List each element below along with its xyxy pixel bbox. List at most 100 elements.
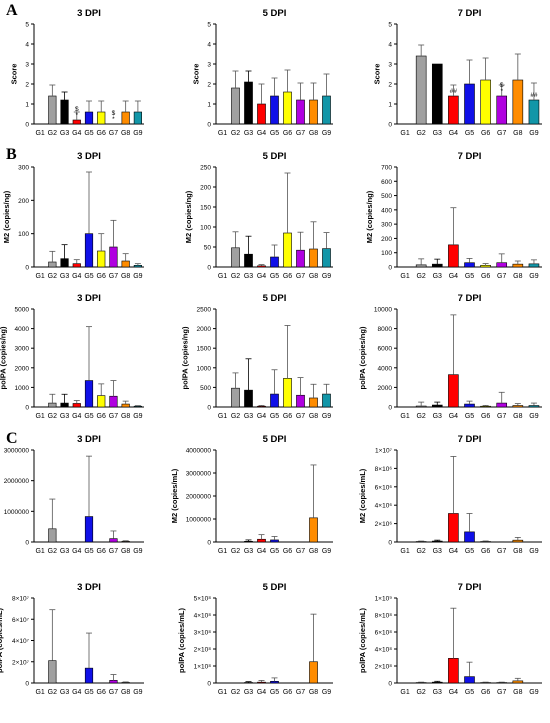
bar-g9 — [134, 112, 142, 124]
bar-g4 — [257, 539, 265, 542]
y-tick-label: 0 — [207, 405, 211, 412]
bar-g5 — [465, 404, 475, 407]
y-tick-label: 3000000 — [186, 471, 212, 478]
bar-g7 — [110, 247, 118, 267]
bar-g7 — [296, 100, 304, 124]
significance-marker: ## — [450, 88, 458, 95]
bar-g2 — [49, 529, 57, 542]
y-tick-label: 500 — [381, 193, 392, 200]
bar-g3 — [432, 682, 442, 683]
y-tick-label: 4 — [388, 42, 392, 49]
bar-g5 — [270, 681, 278, 683]
y-axis-label: Score — [191, 64, 200, 85]
x-tick-label: G2 — [48, 548, 57, 555]
x-tick-label: G4 — [72, 273, 81, 280]
y-tick-label: 6×10⁶ — [375, 484, 393, 491]
bar-g3 — [432, 264, 442, 267]
y-tick-label: 4×10⁷ — [12, 638, 30, 645]
chart-title: 3 DPI — [77, 8, 101, 19]
x-tick-label: G9 — [133, 413, 142, 420]
x-tick-label: G4 — [449, 548, 458, 555]
y-axis-label: M2 (copies/mL) — [170, 468, 179, 523]
x-tick-label: G5 — [465, 413, 474, 420]
x-tick-label: G4 — [72, 413, 81, 420]
y-tick-label: 2 — [388, 82, 392, 89]
y-tick-label: 4×10⁶ — [375, 503, 393, 510]
significance-marker: ## — [530, 92, 538, 99]
y-tick-label: 2 — [207, 82, 211, 89]
x-tick-label: G5 — [465, 689, 474, 696]
bar-g2 — [49, 661, 57, 683]
y-tick-label: 250 — [200, 165, 211, 172]
bar-g8 — [309, 518, 317, 542]
x-tick-label: G8 — [309, 130, 318, 137]
x-tick-label: G6 — [481, 130, 490, 137]
y-tick-label: 1 — [207, 102, 211, 109]
bar-g8 — [309, 249, 317, 267]
x-tick-label: G1 — [400, 130, 409, 137]
x-tick-label: G7 — [296, 273, 305, 280]
y-tick-label: 0 — [207, 540, 211, 547]
x-tick-label: G8 — [513, 413, 522, 420]
y-tick-label: 4×10⁸ — [375, 647, 393, 654]
chart-title: 5 DPI — [263, 434, 287, 445]
bar-g7 — [296, 250, 304, 267]
x-tick-label: G2 — [48, 689, 57, 696]
x-tick-label: G6 — [97, 413, 106, 420]
bar-g4 — [73, 403, 81, 407]
x-tick-label: G1 — [218, 689, 227, 696]
y-tick-label: 2000000 — [4, 478, 30, 485]
bar-g3 — [432, 64, 442, 124]
x-tick-label: G2 — [48, 413, 57, 420]
x-tick-label: G9 — [529, 130, 538, 137]
bar-g4 — [448, 513, 458, 542]
bar-g4 — [448, 245, 458, 267]
y-tick-label: 200 — [381, 236, 392, 243]
x-tick-label: G7 — [109, 273, 118, 280]
y-axis-label: Score — [372, 64, 381, 85]
x-tick-label: G8 — [121, 273, 130, 280]
y-tick-label: 0 — [207, 122, 211, 129]
y-tick-label: 0 — [207, 681, 211, 688]
x-tick-label: G5 — [84, 273, 93, 280]
bar-g4 — [257, 104, 265, 124]
x-tick-label: G4 — [72, 130, 81, 137]
x-tick-label: G5 — [84, 413, 93, 420]
chart-title: 3 DPI — [77, 293, 101, 304]
x-tick-label: G8 — [513, 273, 522, 280]
bar-g2 — [416, 265, 426, 267]
x-tick-label: G3 — [244, 689, 253, 696]
x-tick-label: G7 — [497, 130, 506, 137]
chart-title: 3 DPI — [77, 434, 101, 445]
y-tick-label: 3 — [207, 62, 211, 69]
y-tick-label: 100 — [200, 225, 211, 232]
x-tick-label: G3 — [433, 130, 442, 137]
x-tick-label: G2 — [231, 273, 240, 280]
x-tick-label: G8 — [309, 413, 318, 420]
bar-g7 — [296, 395, 304, 407]
x-tick-label: G2 — [48, 273, 57, 280]
y-tick-label: 4000 — [15, 326, 30, 333]
chart-title: 7 DPI — [458, 8, 482, 19]
y-tick-label: 1000 — [15, 385, 30, 392]
bar-g5 — [465, 84, 475, 124]
x-tick-label: G4 — [449, 413, 458, 420]
bar-g4 — [257, 266, 265, 267]
y-axis-label: M2 (copies/ng) — [184, 190, 193, 243]
bar-g4 — [257, 406, 265, 407]
x-tick-label: G2 — [416, 413, 425, 420]
bar-g9 — [134, 406, 142, 407]
x-tick-label: G8 — [121, 413, 130, 420]
bar-g7 — [110, 680, 118, 683]
y-tick-label: 50 — [204, 245, 212, 252]
y-tick-label: 0 — [207, 265, 211, 272]
x-tick-label: G6 — [481, 413, 490, 420]
x-tick-label: G1 — [218, 273, 227, 280]
bar-g4 — [257, 682, 265, 683]
bar-g6 — [283, 378, 291, 407]
y-tick-label: 150 — [200, 205, 211, 212]
x-tick-label: G9 — [529, 689, 538, 696]
